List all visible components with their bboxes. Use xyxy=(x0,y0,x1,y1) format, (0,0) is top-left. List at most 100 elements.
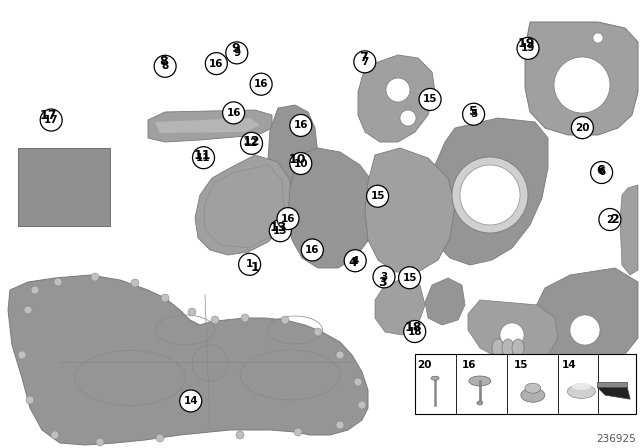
Circle shape xyxy=(239,253,260,276)
Polygon shape xyxy=(620,185,638,275)
Circle shape xyxy=(193,146,214,169)
Text: 15: 15 xyxy=(371,191,385,201)
Circle shape xyxy=(354,378,362,386)
Polygon shape xyxy=(597,387,630,399)
Polygon shape xyxy=(525,22,638,135)
Ellipse shape xyxy=(431,376,439,380)
Circle shape xyxy=(211,316,219,324)
Circle shape xyxy=(400,110,416,126)
Text: 15: 15 xyxy=(513,360,528,370)
Ellipse shape xyxy=(512,339,524,357)
Text: 16: 16 xyxy=(305,245,319,255)
Circle shape xyxy=(301,239,323,261)
Polygon shape xyxy=(597,382,627,387)
Polygon shape xyxy=(288,148,378,268)
Circle shape xyxy=(188,308,196,316)
Text: 1: 1 xyxy=(246,259,253,269)
Circle shape xyxy=(154,55,176,78)
Polygon shape xyxy=(468,300,558,362)
Circle shape xyxy=(24,306,32,314)
Circle shape xyxy=(367,185,388,207)
Text: 7: 7 xyxy=(359,51,368,64)
Circle shape xyxy=(419,88,441,111)
Text: 11: 11 xyxy=(196,153,211,163)
Text: 18: 18 xyxy=(404,321,422,335)
Circle shape xyxy=(290,152,312,175)
Text: 5: 5 xyxy=(469,104,478,118)
Polygon shape xyxy=(365,148,455,272)
Polygon shape xyxy=(148,110,272,142)
Polygon shape xyxy=(195,155,292,255)
Text: 236925: 236925 xyxy=(596,434,636,444)
Text: 2: 2 xyxy=(606,215,614,224)
Text: 2: 2 xyxy=(611,213,620,226)
Text: 5: 5 xyxy=(470,109,477,119)
Circle shape xyxy=(294,428,302,436)
Polygon shape xyxy=(8,275,368,445)
Polygon shape xyxy=(425,278,465,325)
Circle shape xyxy=(354,51,376,73)
Text: 16: 16 xyxy=(281,214,295,224)
Polygon shape xyxy=(268,105,318,208)
Circle shape xyxy=(336,351,344,359)
Ellipse shape xyxy=(502,339,514,357)
Text: 16: 16 xyxy=(209,59,223,69)
Text: 8: 8 xyxy=(161,61,169,71)
Text: 20: 20 xyxy=(575,123,589,133)
Text: 10: 10 xyxy=(294,159,308,168)
Ellipse shape xyxy=(568,384,595,398)
Text: 4: 4 xyxy=(351,256,359,266)
Text: 12: 12 xyxy=(244,138,259,148)
Polygon shape xyxy=(155,118,260,133)
Text: 15: 15 xyxy=(403,273,417,283)
Ellipse shape xyxy=(477,401,483,405)
Text: 17: 17 xyxy=(40,109,58,122)
Circle shape xyxy=(386,78,410,102)
Circle shape xyxy=(517,37,539,60)
Circle shape xyxy=(226,42,248,64)
Circle shape xyxy=(281,316,289,324)
Text: 14: 14 xyxy=(562,360,577,370)
Circle shape xyxy=(241,314,249,322)
Text: 13: 13 xyxy=(269,221,287,234)
Text: 16: 16 xyxy=(294,121,308,130)
Text: 3: 3 xyxy=(378,276,387,289)
Text: 19: 19 xyxy=(517,37,535,51)
Circle shape xyxy=(205,52,227,75)
Circle shape xyxy=(399,267,420,289)
FancyBboxPatch shape xyxy=(18,148,110,226)
Circle shape xyxy=(593,33,603,43)
Text: 1: 1 xyxy=(250,260,259,274)
Polygon shape xyxy=(375,278,425,335)
Circle shape xyxy=(277,207,299,230)
Ellipse shape xyxy=(525,383,541,393)
Circle shape xyxy=(26,396,34,404)
Circle shape xyxy=(236,431,244,439)
Circle shape xyxy=(463,103,484,125)
Circle shape xyxy=(51,431,59,439)
Text: 13: 13 xyxy=(273,226,287,236)
Circle shape xyxy=(223,102,244,124)
Circle shape xyxy=(161,294,169,302)
Text: 4: 4 xyxy=(349,255,358,269)
Circle shape xyxy=(404,320,426,343)
Text: 9: 9 xyxy=(231,42,240,55)
Circle shape xyxy=(131,279,139,287)
Circle shape xyxy=(373,266,395,288)
Circle shape xyxy=(599,208,621,231)
Text: 11: 11 xyxy=(193,149,211,163)
Circle shape xyxy=(269,220,291,242)
Text: 16: 16 xyxy=(461,360,476,370)
Circle shape xyxy=(156,434,164,442)
Circle shape xyxy=(241,132,262,155)
Text: 16: 16 xyxy=(227,108,241,118)
Circle shape xyxy=(554,57,610,113)
Polygon shape xyxy=(358,55,435,142)
Text: 15: 15 xyxy=(423,95,437,104)
Text: 10: 10 xyxy=(289,153,307,166)
Text: 20: 20 xyxy=(417,360,432,370)
Text: 16: 16 xyxy=(254,79,268,89)
Text: 9: 9 xyxy=(233,48,241,58)
Circle shape xyxy=(570,315,600,345)
Circle shape xyxy=(290,114,312,137)
